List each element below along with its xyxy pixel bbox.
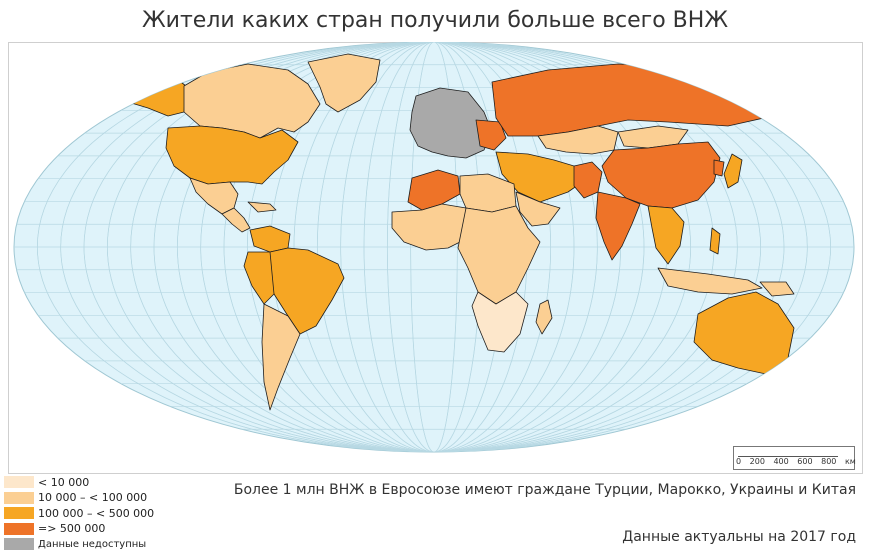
legend-item: < 10 000 [4, 475, 154, 489]
scale-label-unit: км [844, 457, 856, 466]
legend-label: Данные недоступны [38, 538, 147, 550]
legend-swatch [4, 491, 34, 504]
legend-label: => 500 000 [38, 522, 106, 535]
graticule-meridian [36, 42, 832, 452]
region-europe [409, 87, 493, 159]
graticule-meridian [106, 42, 762, 452]
graticule-meridian [83, 42, 785, 452]
legend-item: Данные недоступны [4, 537, 154, 551]
region-north-africa [407, 169, 461, 211]
region-papua [759, 281, 795, 297]
region-caribbean [247, 201, 277, 213]
region-southeast-asia [647, 205, 685, 265]
scale-labels: 0 200 400 600 800 км [736, 457, 862, 466]
scale-label: 800 [821, 457, 837, 466]
graticule-meridian [176, 42, 692, 452]
legend-swatch [4, 476, 34, 488]
legend-swatch [4, 507, 34, 519]
scale-label: 600 [797, 457, 813, 466]
data-date-note: Данные актуальны на 2017 год [622, 529, 856, 545]
graticule-meridian [293, 42, 575, 452]
region-southern-africa [471, 291, 529, 353]
region-central-east-africa [457, 205, 541, 305]
region-ukraine-balkans [475, 119, 507, 151]
region-indonesia [657, 267, 763, 295]
region-argentina-chile [261, 303, 301, 411]
scale-label: 400 [773, 457, 789, 466]
scale-bar: 0 200 400 600 800 км [733, 446, 856, 470]
region-philippines [709, 227, 721, 255]
legend-label: 100 000 – < 500 000 [38, 506, 155, 520]
region-korea [713, 159, 725, 177]
region-china [601, 141, 721, 209]
legend-swatch [4, 522, 34, 535]
region-madagascar [535, 299, 553, 335]
map-title: Жители каких стран получили больше всего… [141, 8, 729, 33]
graticule-meridian [316, 42, 552, 452]
scale-label: 200 [749, 457, 765, 466]
legend-label: 10 000 – < 100 000 [38, 491, 148, 504]
region-japan [723, 153, 743, 189]
graticule-meridian [130, 42, 738, 452]
legend-item: 100 000 – < 500 000 [4, 506, 154, 520]
legend-swatch [4, 538, 34, 550]
graticule-meridian [60, 42, 808, 452]
region-greenland [307, 53, 381, 113]
graticule-meridian [223, 42, 645, 452]
region-west-africa [391, 203, 469, 251]
scale-label: 0 [736, 457, 742, 466]
region-central-america [221, 207, 251, 233]
legend-item: 10 000 – < 100 000 [4, 491, 154, 505]
eu-note: Более 1 млн ВНЖ в Евросоюзе имеют гражда… [233, 482, 856, 498]
graticule-meridian [410, 42, 458, 452]
region-usa [165, 125, 299, 185]
region-new-zealand [805, 359, 827, 389]
world-map [13, 42, 855, 453]
legend: < 10 000 10 000 – < 100 000 100 000 – < … [4, 475, 154, 553]
region-india [595, 191, 641, 261]
region-arabia [515, 191, 561, 227]
legend-item: => 500 000 [4, 522, 154, 536]
scale-ticks [738, 450, 838, 457]
legend-label: < 10 000 [38, 475, 90, 489]
